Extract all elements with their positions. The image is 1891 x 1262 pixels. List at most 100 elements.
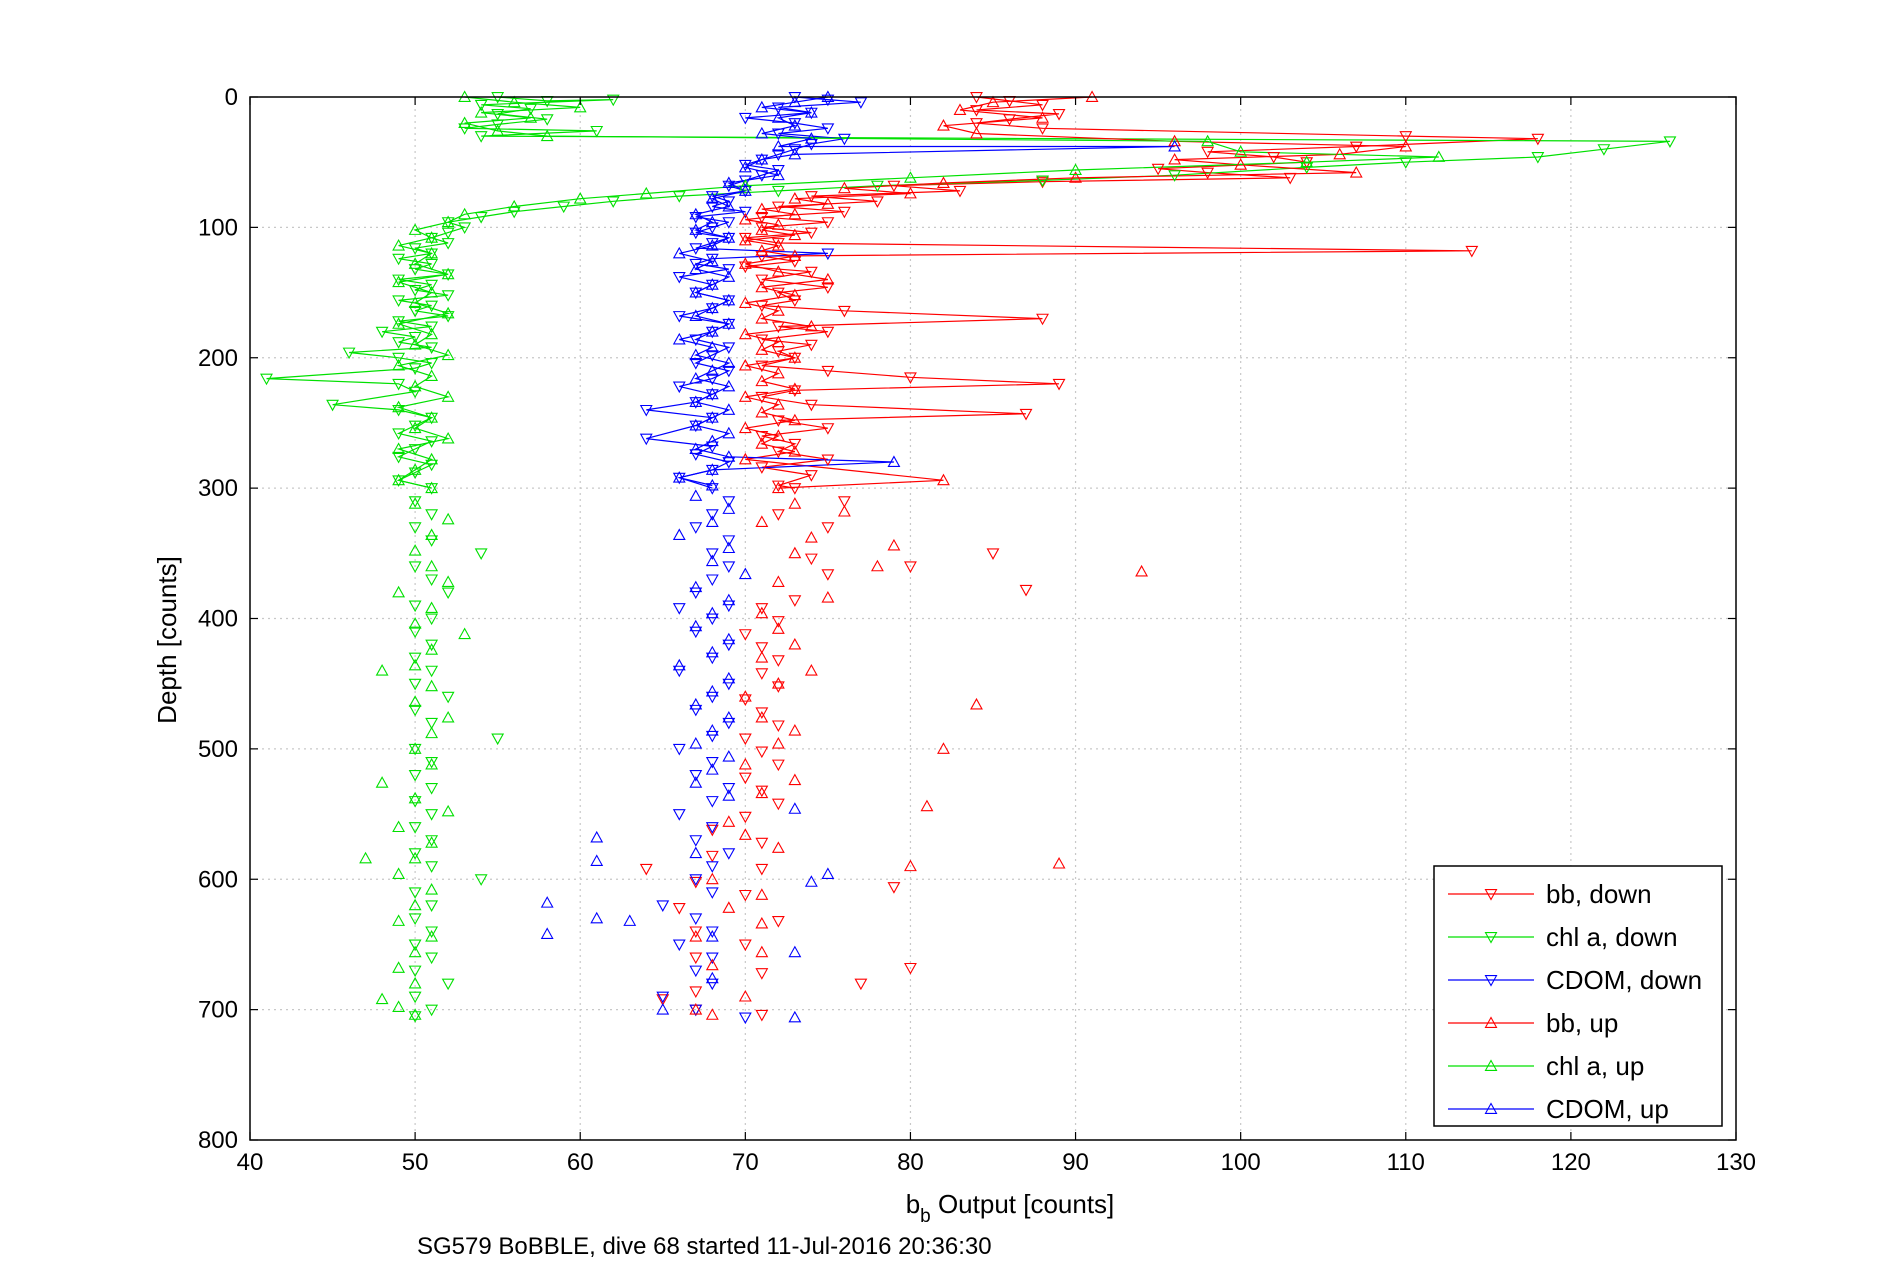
data-point-bb-up xyxy=(788,351,802,363)
data-point-chl-a-down xyxy=(474,131,488,143)
data-point-chl-a-up xyxy=(441,512,455,525)
data-point-cdom-up xyxy=(722,426,736,439)
data-point-chl-a-down xyxy=(425,342,439,354)
data-point-cdom-down xyxy=(705,441,719,454)
data-point-bb-up xyxy=(705,1008,719,1020)
data-point-bb-up xyxy=(788,637,802,650)
data-point-bb-up xyxy=(771,335,785,348)
data-point-cdom-up xyxy=(722,710,736,723)
data-point-cdom-down xyxy=(705,652,719,665)
data-point-cdom-up xyxy=(788,147,802,160)
data-point-chl-a-down xyxy=(425,1004,439,1017)
y-tick-label: 500 xyxy=(198,736,238,763)
data-point-chl-a-up xyxy=(425,601,439,614)
data-point-bb-up xyxy=(804,319,818,332)
data-point-cdom-down xyxy=(722,561,736,573)
data-point-chl-a-up xyxy=(1234,145,1248,157)
data-point-cdom-down xyxy=(689,449,703,461)
data-point-bb-down xyxy=(887,882,901,894)
data-point-chl-a-down xyxy=(458,123,472,135)
data-point-cdom-up xyxy=(722,450,736,462)
data-point-bb-down xyxy=(639,863,653,876)
data-point-bb-up xyxy=(771,429,785,441)
data-point-bb-up xyxy=(788,192,802,204)
data-point-chl-a-down xyxy=(425,639,439,652)
data-point-chl-a-down xyxy=(441,290,455,302)
data-point-cdom-down xyxy=(738,159,752,172)
data-point-cdom-up xyxy=(722,231,736,243)
x-tick-label: 70 xyxy=(732,1149,759,1176)
data-point-cdom-up xyxy=(722,403,736,415)
data-point-bb-down xyxy=(837,496,851,508)
data-point-chl-a-down xyxy=(425,613,439,626)
data-point-bb-up xyxy=(738,358,752,371)
data-point-bb-down xyxy=(821,217,835,229)
data-point-bb-up xyxy=(870,559,884,572)
data-point-chl-a-down xyxy=(1399,157,1413,169)
data-point-bb-up xyxy=(755,945,769,958)
data-point-chl-a-up xyxy=(507,199,521,212)
data-point-cdom-up xyxy=(705,254,719,267)
data-point-chl-a-up xyxy=(408,742,422,754)
data-point-chl-a-up xyxy=(425,559,439,572)
data-point-chl-a-up xyxy=(425,411,439,423)
data-point-bb-down xyxy=(755,360,769,373)
data-point-chl-a-up xyxy=(408,1008,422,1020)
data-point-cdom-down xyxy=(705,822,719,834)
data-point-chl-a-up xyxy=(408,544,422,556)
data-point-cdom-up xyxy=(755,126,769,139)
data-point-cdom-up xyxy=(722,199,736,212)
data-point-chl-a-up xyxy=(441,215,455,228)
data-point-bb-up xyxy=(738,757,752,770)
data-point-bb-down xyxy=(821,522,835,534)
data-point-cdom-down xyxy=(689,358,703,370)
data-point-bb-up xyxy=(755,710,769,723)
data-point-cdom-up xyxy=(705,929,719,942)
data-point-cdom-up xyxy=(722,293,736,306)
data-point-cdom-down xyxy=(771,149,785,161)
data-point-bb-up xyxy=(1399,139,1413,152)
data-point-bb-up xyxy=(755,606,769,619)
data-point-cdom-down xyxy=(689,227,703,240)
data-point-bb-down xyxy=(755,391,769,404)
y-tick-label: 0 xyxy=(225,84,238,111)
data-point-chl-a-down xyxy=(408,561,422,573)
data-point-chl-a-up xyxy=(392,238,406,251)
data-point-cdom-down xyxy=(804,138,818,151)
data-point-chl-a-down xyxy=(491,119,505,132)
data-point-cdom-down xyxy=(689,704,703,717)
data-point-cdom-down xyxy=(788,118,802,130)
data-point-chl-a-up xyxy=(359,851,373,864)
data-point-cdom-down xyxy=(705,191,719,203)
data-point-chl-a-up xyxy=(425,757,439,770)
data-point-bb-up xyxy=(904,859,917,872)
data-point-cdom-down xyxy=(689,243,703,255)
data-point-cdom-up xyxy=(722,750,736,762)
data-point-chl-a-up xyxy=(392,820,406,833)
x-tick-label: 60 xyxy=(567,1149,594,1176)
data-point-cdom-up xyxy=(672,246,686,259)
data-point-cdom-down xyxy=(771,128,785,141)
data-point-chl-a-down xyxy=(408,363,422,375)
data-point-bb-down xyxy=(689,952,703,965)
data-point-cdom-up xyxy=(672,332,686,345)
data-point-chl-a-up xyxy=(408,257,422,269)
data-point-cdom-up xyxy=(804,106,818,118)
data-point-chl-a-down xyxy=(1663,136,1677,148)
data-point-chl-a-down xyxy=(392,295,406,308)
data-point-chl-a-down xyxy=(425,717,439,730)
data-point-chl-a-up xyxy=(408,379,422,392)
data-point-cdom-down xyxy=(738,1012,752,1025)
data-point-chl-a-up xyxy=(573,192,587,204)
chart-caption: SG579 BoBBLE, dive 68 started 11-Jul-201… xyxy=(417,1233,992,1260)
data-point-cdom-down xyxy=(771,102,785,115)
data-point-chl-a-up xyxy=(392,585,406,598)
data-point-bb-up xyxy=(920,799,934,812)
data-point-cdom-up xyxy=(689,207,703,220)
data-point-cdom-down xyxy=(705,253,719,266)
data-point-cdom-down xyxy=(705,691,719,704)
x-tick-label: 100 xyxy=(1221,1149,1261,1176)
data-point-bb-up xyxy=(689,1002,703,1015)
data-point-chl-a-up xyxy=(408,976,422,989)
data-point-chl-a-down xyxy=(1300,162,1314,175)
